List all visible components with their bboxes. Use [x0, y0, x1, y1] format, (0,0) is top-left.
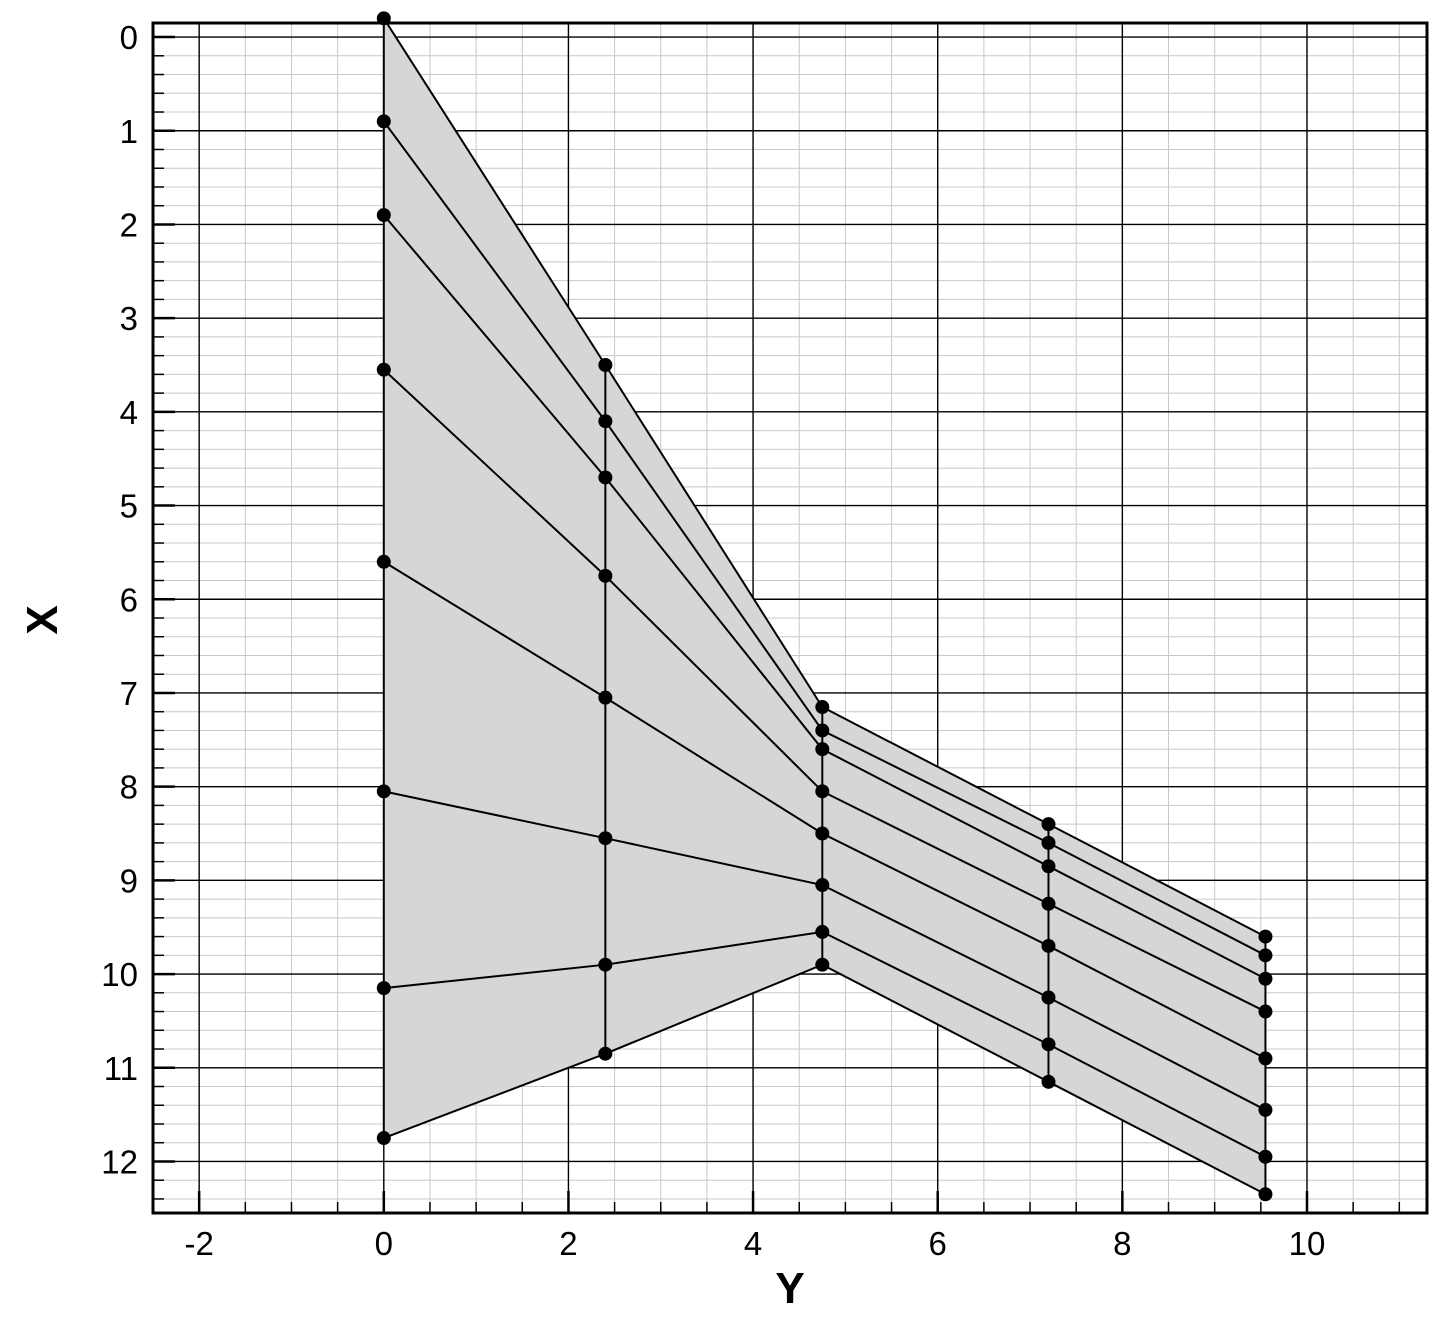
y-tick-label: 11: [104, 1050, 138, 1087]
planform-area: [383, 18, 1266, 1195]
y-tick-label: 4: [120, 394, 138, 431]
y-axis-title: X: [18, 605, 67, 634]
x-tick-label: 0: [375, 1225, 393, 1262]
data-point: [815, 784, 830, 799]
y-tick-label: 1: [120, 113, 138, 150]
data-point: [1258, 948, 1273, 963]
data-point: [1041, 817, 1056, 832]
y-tick-label: 2: [120, 206, 138, 243]
data-point: [376, 114, 391, 129]
data-points: [376, 11, 1273, 1202]
y-tick-label: 5: [120, 488, 138, 525]
data-point: [815, 924, 830, 939]
data-point: [376, 981, 391, 996]
x-tick-label: 4: [744, 1225, 762, 1262]
x-tick-label: 2: [559, 1225, 577, 1262]
data-point: [1041, 938, 1056, 953]
y-tick-label: 0: [120, 19, 138, 56]
data-point: [376, 362, 391, 377]
data-point: [598, 568, 613, 583]
x-tick-label: 10: [1289, 1225, 1326, 1262]
data-point: [1041, 835, 1056, 850]
x-tick-label: 6: [929, 1225, 947, 1262]
data-point: [376, 554, 391, 569]
data-point: [598, 358, 613, 373]
data-point: [376, 784, 391, 799]
data-point: [598, 690, 613, 705]
data-point: [376, 208, 391, 223]
planform-fill: [383, 18, 1266, 1195]
x-tick-label: 8: [1113, 1225, 1131, 1262]
data-point: [1258, 929, 1273, 944]
y-tick-label: 6: [120, 581, 138, 618]
data-point: [598, 1046, 613, 1061]
data-point: [1258, 1102, 1273, 1117]
data-point: [376, 1131, 391, 1146]
data-point: [598, 831, 613, 846]
y-tick-label: 7: [120, 675, 138, 712]
data-point: [815, 878, 830, 893]
data-point: [815, 742, 830, 757]
data-point: [1041, 859, 1056, 874]
y-tick-label: 10: [101, 956, 138, 993]
data-point: [1258, 971, 1273, 986]
x-tick-label: -2: [184, 1225, 213, 1262]
data-point: [598, 957, 613, 972]
data-point: [598, 470, 613, 485]
data-point: [1041, 896, 1056, 911]
y-tick-label: 8: [120, 769, 138, 806]
data-point: [815, 723, 830, 738]
data-point: [815, 826, 830, 841]
axis-ticks: [152, 35, 1401, 1213]
data-point: [1041, 1037, 1056, 1052]
data-point: [1258, 1051, 1273, 1066]
y-tick-label: 9: [120, 862, 138, 899]
y-tick-label: 12: [101, 1143, 138, 1180]
data-point: [815, 957, 830, 972]
y-tick-label: 3: [120, 300, 138, 337]
data-point: [1041, 1074, 1056, 1089]
data-point: [1258, 1004, 1273, 1019]
x-axis-title: Y: [775, 1264, 804, 1313]
data-point: [1258, 1187, 1273, 1202]
data-point: [598, 414, 613, 429]
data-point: [1041, 990, 1056, 1005]
data-point: [1258, 1149, 1273, 1164]
data-point: [815, 700, 830, 715]
